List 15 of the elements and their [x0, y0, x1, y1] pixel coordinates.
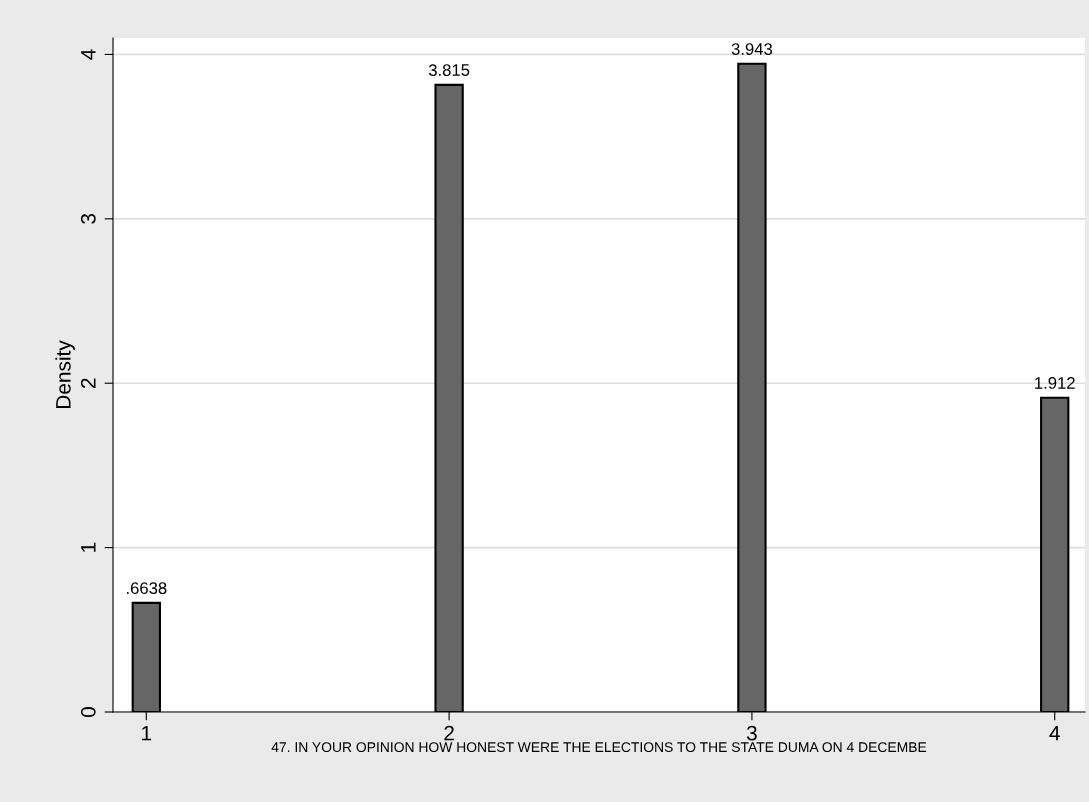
x-axis-title: 47. IN YOUR OPINION HOW HONEST WERE THE ELECTIONS TO THE STATE DUMA ON 4 DECEMBE — [271, 742, 927, 753]
data-label: .6638 — [126, 582, 167, 595]
data-label: 3.815 — [428, 64, 470, 76]
y-tick-label: 2 — [80, 378, 96, 388]
y-tick-label: 0 — [80, 707, 96, 717]
data-label: 1.912 — [1035, 377, 1075, 389]
y-tick-label: 4 — [81, 49, 96, 60]
x-tick-label: 3 — [746, 725, 757, 741]
x-tick-label: 4 — [1049, 725, 1060, 741]
data-label: 3.943 — [731, 43, 773, 55]
y-tick-label: 1 — [81, 542, 96, 552]
x-tick-label: 1 — [142, 725, 152, 741]
y-tick-label: 3 — [80, 213, 96, 224]
x-tick-label: 2 — [444, 725, 454, 741]
y-axis-title: Density — [55, 340, 75, 409]
